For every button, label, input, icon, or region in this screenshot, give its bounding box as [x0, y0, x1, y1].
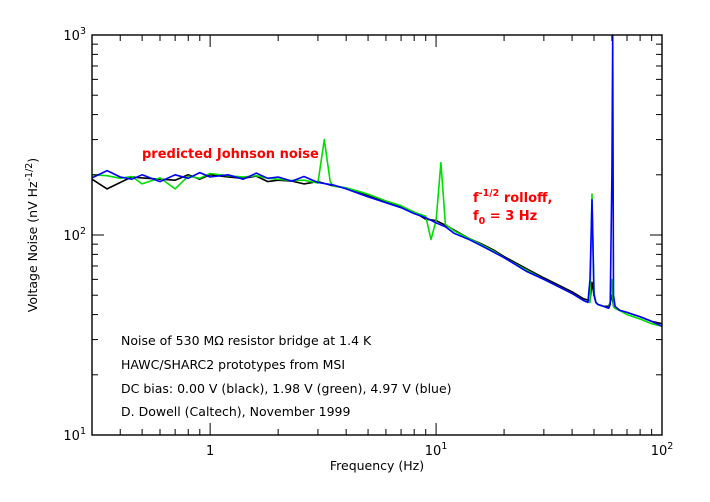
- note-line-2: HAWC/SHARC2 prototypes from MSI: [121, 357, 345, 372]
- johnson-noise-annotation: predicted Johnson noise: [142, 147, 319, 162]
- x-axis-label: Frequency (Hz): [330, 458, 424, 473]
- series-layer: [91, 34, 663, 327]
- x-tick-label: 101: [425, 441, 448, 459]
- f0-annotation: f0 = 3 Hz: [473, 209, 537, 227]
- note-line-4: D. Dowell (Caltech), November 1999: [121, 404, 350, 419]
- x-tick-label: 1: [206, 444, 214, 459]
- series-line-2: [91, 34, 663, 327]
- rolloff-annotation: f-1/2 rolloff,: [473, 188, 552, 206]
- y-tick-label: 102: [63, 226, 86, 244]
- series-line-1: [91, 138, 663, 327]
- tick-labels: 1 101 102 101 102 103: [63, 26, 673, 459]
- plot-frame: [91, 34, 663, 436]
- ticks-layer: [91, 34, 663, 436]
- y-tick-label: 103: [63, 26, 86, 44]
- y-axis-label: Voltage Noise (nV Hz-1/2): [24, 158, 40, 312]
- note-line-3: DC bias: 0.00 V (black), 1.98 V (green),…: [121, 381, 452, 396]
- x-tick-label: 102: [651, 441, 674, 459]
- note-line-1: Noise of 530 MΩ resistor bridge at 1.4 K: [121, 333, 372, 348]
- y-tick-label: 101: [63, 426, 86, 444]
